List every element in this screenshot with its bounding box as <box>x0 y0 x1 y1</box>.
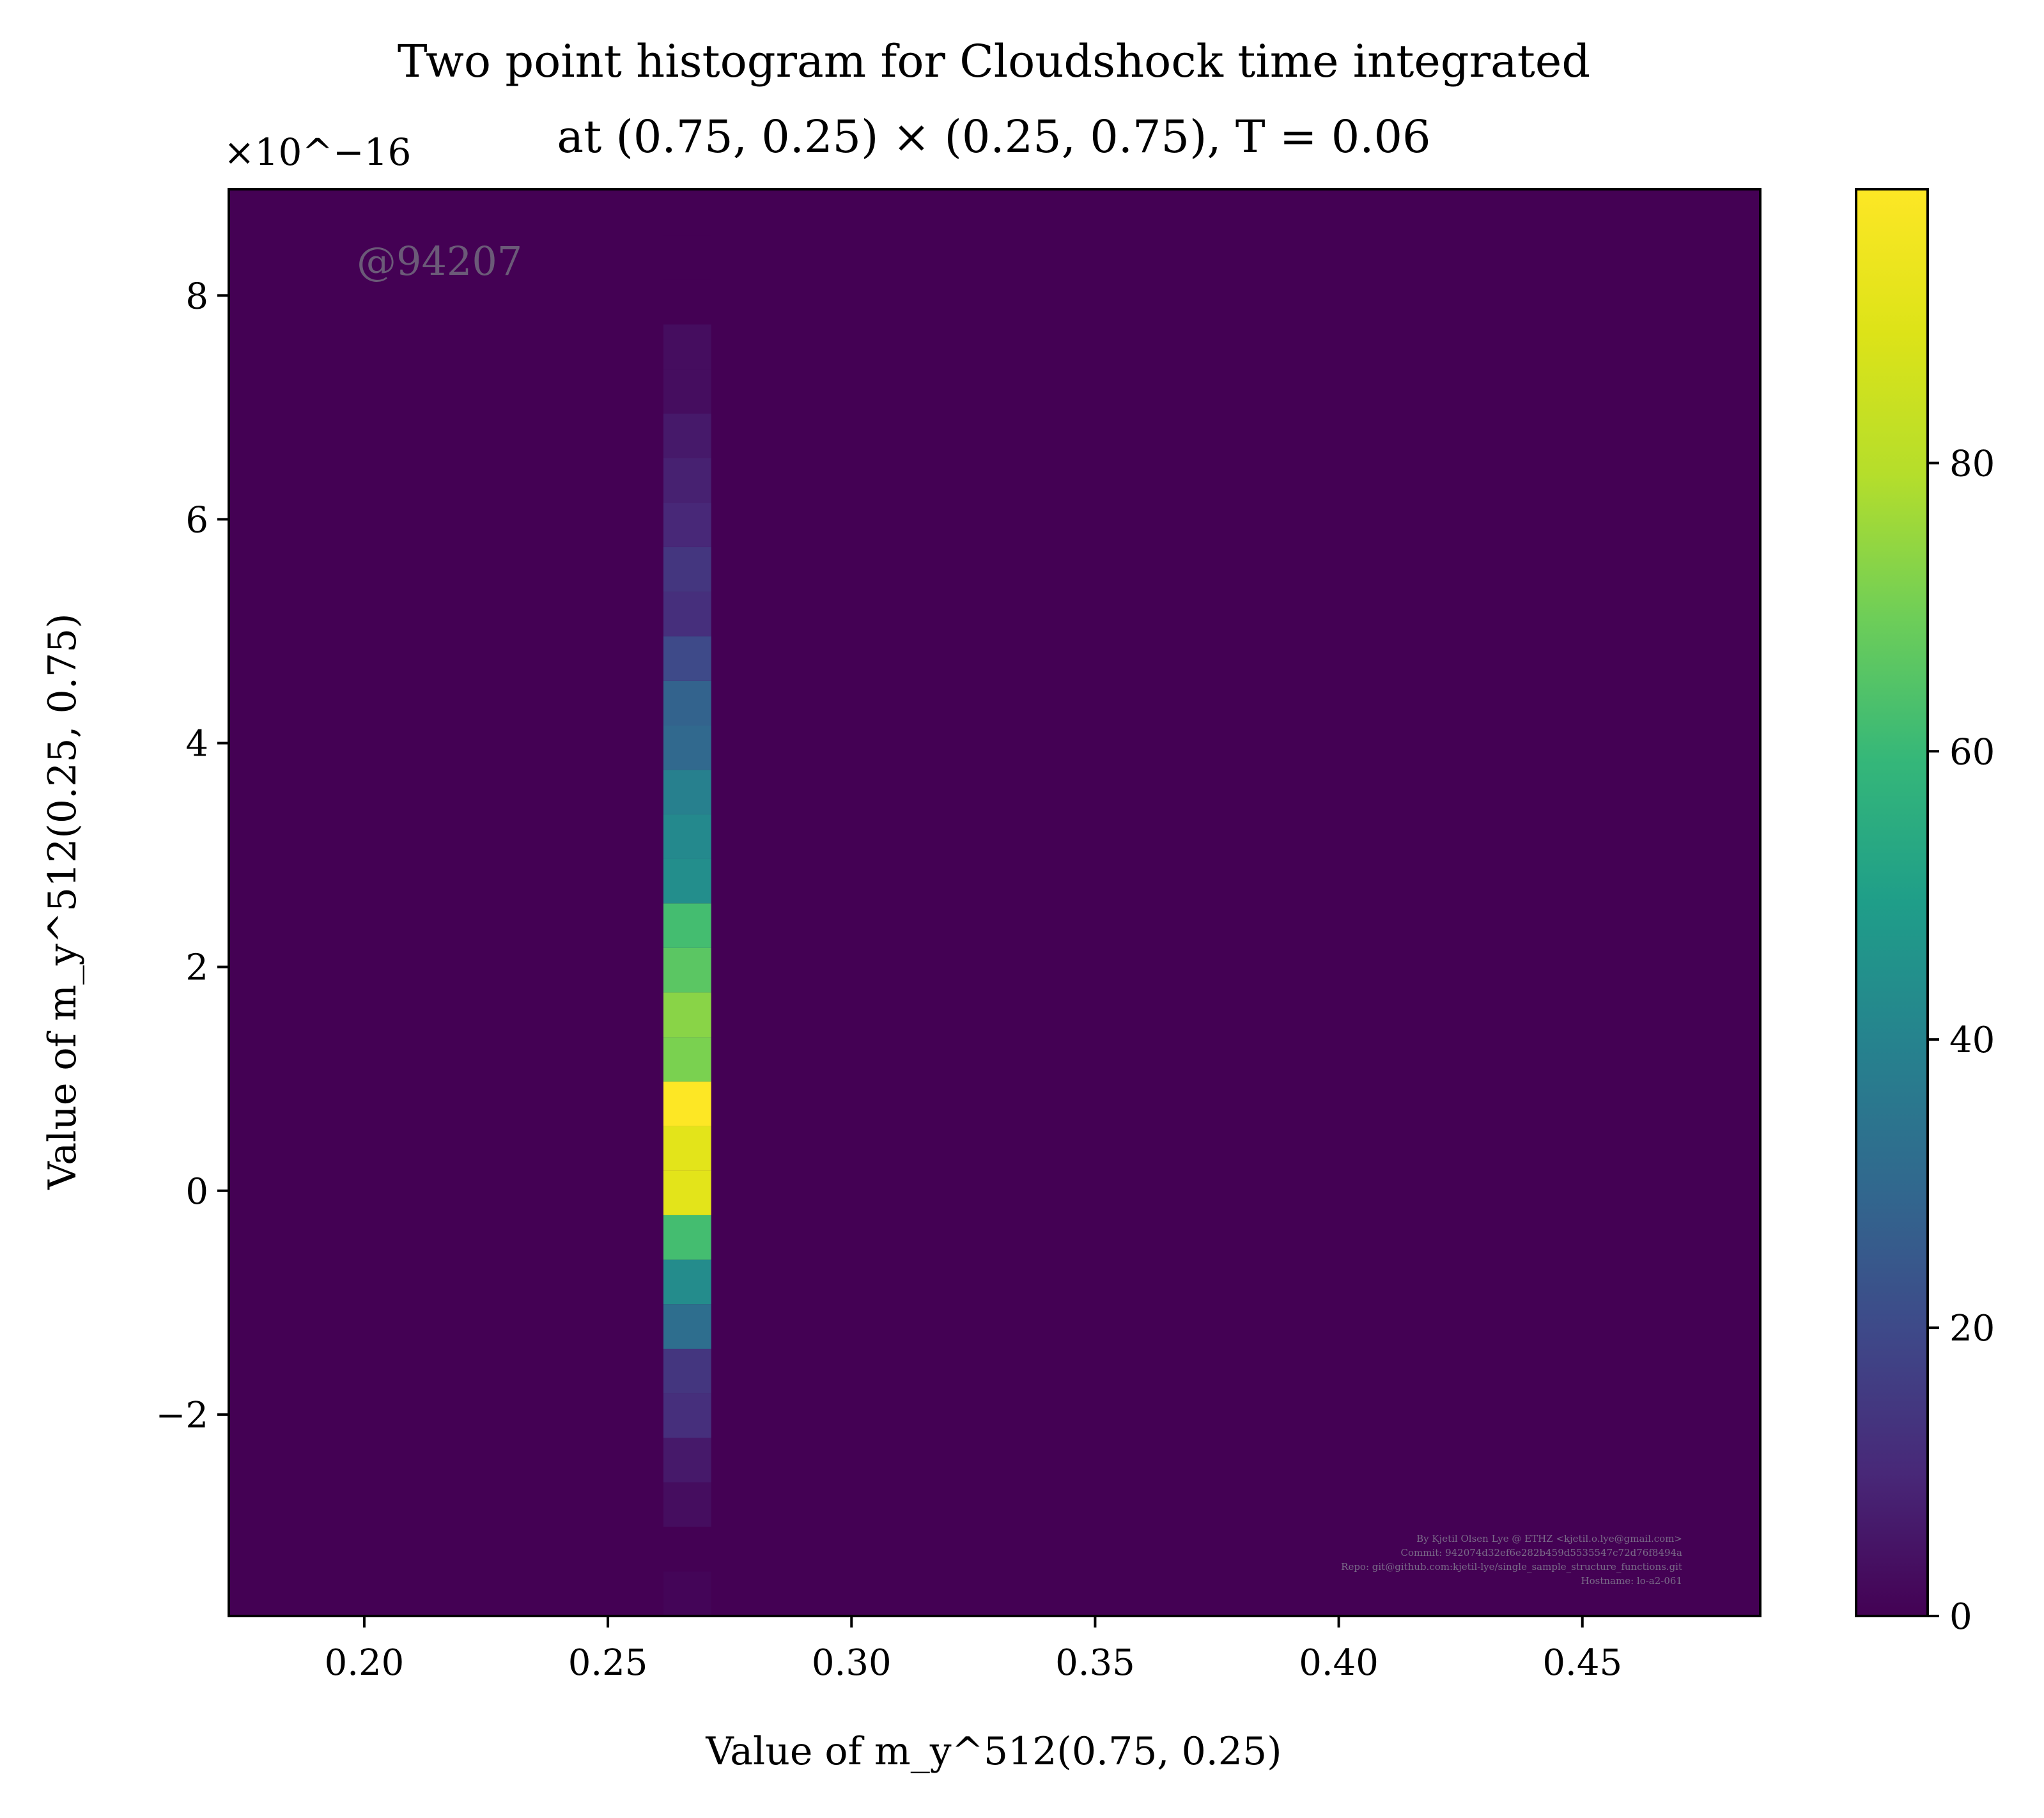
histogram-bin <box>663 591 711 637</box>
histogram-bin <box>663 1571 711 1616</box>
histogram-bin <box>663 324 711 369</box>
histogram-bin <box>663 502 711 547</box>
x-axis: 0.20 0.25 0.30 0.35 0.40 0.45 <box>325 1616 1622 1684</box>
watermark: @94207 <box>357 238 522 284</box>
histogram-bin <box>663 369 711 414</box>
credit-line: Hostname: lo-a2-061 <box>1581 1575 1682 1587</box>
plot-frame <box>228 188 1761 1617</box>
credit-line: Repo: git@github.com:kjetil-lye/single_s… <box>1341 1561 1682 1573</box>
histogram-bin <box>663 547 711 592</box>
y-axis-multiplier: ×10^−16 <box>224 130 411 174</box>
colorbar-axis: 0 20 40 60 80 <box>1928 443 1995 1638</box>
histogram-bin <box>663 903 711 948</box>
histogram-bin <box>663 1304 711 1349</box>
histogram-bin <box>663 636 711 681</box>
colorbar-tick-label: 80 <box>1949 443 1995 485</box>
histogram-bin <box>663 1438 711 1482</box>
histogram-bin <box>663 235 711 280</box>
chart-title-line2: at (0.75, 0.25) × (0.25, 0.75), T = 0.06 <box>557 111 1430 163</box>
credit-line: Commit: 942074d32ef6e282b459d5535547c72d… <box>1400 1547 1682 1558</box>
histogram-bin <box>663 1482 711 1527</box>
credits: By Kjetil Olsen Lye @ ETHZ <kjetil.o.lye… <box>1341 1533 1682 1587</box>
y-tick-label: 6 <box>185 499 208 541</box>
histogram-bin <box>663 947 711 993</box>
x-axis-label: Value of m_y^512(0.75, 0.25) <box>705 1729 1281 1774</box>
colorbar-tick-label: 20 <box>1949 1308 1995 1349</box>
credit-line: By Kjetil Olsen Lye @ ETHZ <kjetil.o.lye… <box>1416 1533 1682 1544</box>
colorbar-tick-label: 0 <box>1949 1596 1972 1638</box>
colorbar-tick-label: 40 <box>1949 1020 1995 1061</box>
histogram-bin <box>663 1037 711 1082</box>
histogram-bin <box>663 413 711 458</box>
histogram-bin <box>663 1215 711 1260</box>
y-tick-label: −2 <box>155 1395 208 1436</box>
y-axis: −2 0 2 4 6 8 <box>155 276 229 1436</box>
x-tick-label: 0.45 <box>1542 1642 1622 1684</box>
histogram-bin <box>663 1393 711 1438</box>
histogram-bin <box>663 1170 711 1215</box>
histogram-bins <box>663 235 711 1616</box>
chart-title-line1: Two point histogram for Cloudshock time … <box>398 35 1590 88</box>
y-tick-label: 0 <box>185 1171 208 1213</box>
histogram-bin <box>663 1527 711 1572</box>
x-tick-label: 0.30 <box>812 1642 892 1684</box>
histogram-bin <box>663 1348 711 1394</box>
colorbar <box>1855 188 1929 1617</box>
y-tick-label: 8 <box>185 276 208 317</box>
y-tick-label: 2 <box>185 947 208 989</box>
x-tick-label: 0.35 <box>1055 1642 1135 1684</box>
y-axis-label: Value of m_y^512(0.25, 0.75) <box>40 613 85 1190</box>
y-tick-label: 4 <box>185 724 208 765</box>
histogram-bin <box>663 458 711 503</box>
x-tick-label: 0.20 <box>325 1642 405 1684</box>
histogram-bin <box>663 858 711 904</box>
x-tick-label: 0.40 <box>1299 1642 1379 1684</box>
histogram-bin <box>663 770 711 814</box>
histogram-bin <box>663 725 711 770</box>
histogram-bin <box>663 1081 711 1126</box>
histogram-bin <box>663 680 711 726</box>
histogram-bin <box>663 279 711 325</box>
colorbar-tick-label: 60 <box>1949 731 1995 773</box>
x-tick-label: 0.25 <box>568 1642 648 1684</box>
histogram-bin <box>663 1259 711 1305</box>
histogram-bin <box>663 814 711 859</box>
histogram-bin <box>663 992 711 1037</box>
plot-area <box>229 189 1760 1616</box>
histogram-bin <box>663 1126 711 1171</box>
